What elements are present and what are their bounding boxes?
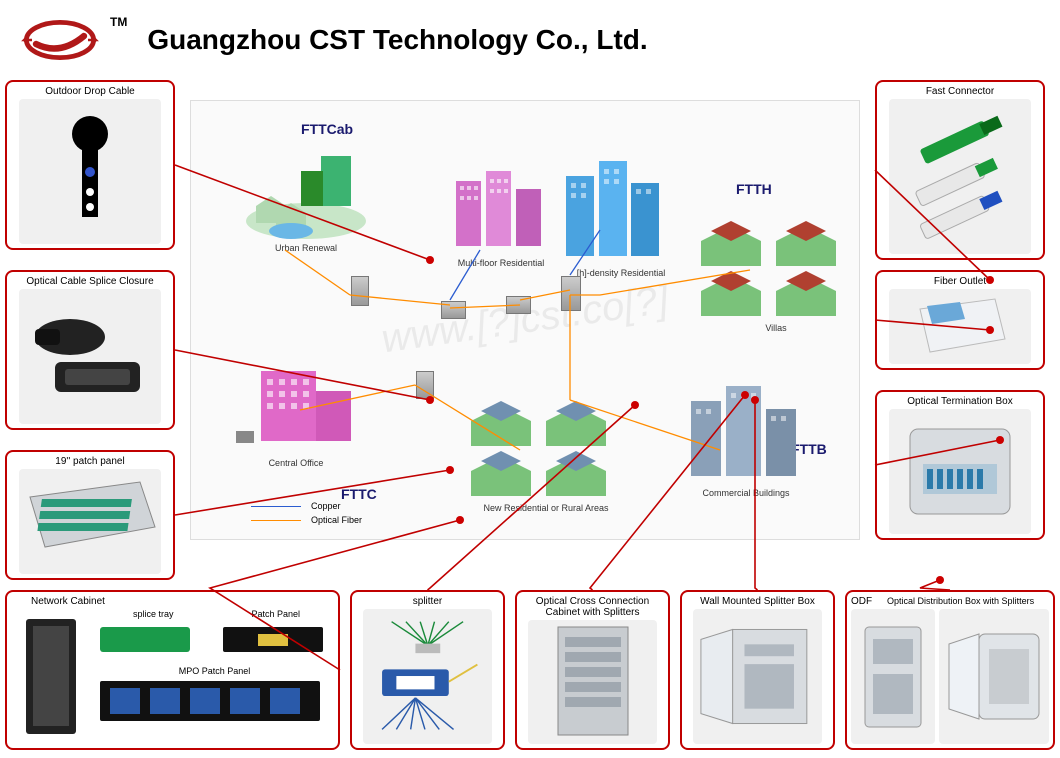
wall-splitter-icon <box>693 609 822 744</box>
legend-copper-label: Copper <box>311 501 341 511</box>
box-cross-cabinet-label: Optical Cross Connection Cabinet with Sp… <box>521 596 664 618</box>
header: TM Guangzhou CST Technology Co., Ltd. <box>0 0 1060 80</box>
bldg-urban: Urban Renewal <box>241 151 371 253</box>
box-network-cabinet: Network Cabinet splice tray Patch Panel … <box>5 590 340 750</box>
box-cross-cabinet: Optical Cross Connection Cabinet with Sp… <box>515 590 670 750</box>
street-cabinet <box>561 276 581 311</box>
trademark-label: TM <box>110 15 127 29</box>
network-cabinet-icon <box>21 614 81 739</box>
section-fttcab: FTTCab <box>301 121 353 137</box>
patch-panel-icon <box>218 619 335 659</box>
mpo-panel-icon <box>95 676 334 726</box>
splice-tray-icon <box>95 619 212 659</box>
legend-copper-line <box>251 506 301 507</box>
street-cabinet <box>351 276 369 306</box>
watermark: www.[?]cst.co[?] <box>379 278 671 363</box>
patch-panel-label: Patch Panel <box>218 609 335 619</box>
box-splice: Optical Cable Splice Closure <box>5 270 175 430</box>
cross-cabinet-icon <box>528 620 657 744</box>
box-splitter-label: splitter <box>413 596 442 607</box>
company-title: Guangzhou CST Technology Co., Ltd. <box>147 24 647 56</box>
bldg-multifloor-label: Multi-floor Residential <box>458 258 545 268</box>
drop-cable-icon <box>19 99 161 244</box>
box-termination-label: Optical Termination Box <box>907 396 1012 407</box>
bldg-central-label: Central Office <box>269 458 324 468</box>
box-splice-label: Optical Cable Splice Closure <box>26 276 153 287</box>
bldg-hdensity: [h]-density Residential <box>561 161 681 278</box>
splice-closure-icon <box>19 289 161 424</box>
street-cabinet <box>416 371 434 399</box>
box-fiber-outlet-label: Fiber Outlet <box>934 276 986 287</box>
box-network-cabinet-label: Network Cabinet <box>31 596 105 607</box>
box-wall-splitter-label: Wall Mounted Splitter Box <box>700 596 815 607</box>
legend-fiber-line <box>251 520 301 521</box>
section-fttc: FTTC <box>341 486 377 502</box>
box-termination: Optical Termination Box <box>875 390 1045 540</box>
termination-box-icon <box>889 409 1031 534</box>
fast-connector-icon <box>889 99 1031 254</box>
mpo-label: MPO Patch Panel <box>95 666 334 676</box>
bldg-newres: New Residential or Rural Areas <box>471 401 621 513</box>
bldg-villas-label: Villas <box>765 323 786 333</box>
box-fast-connector: Fast Connector <box>875 80 1045 260</box>
bldg-villas: Villas <box>701 221 851 333</box>
bldg-hdensity-label: [h]-density Residential <box>577 268 666 278</box>
box-odf-label-b: Optical Distribution Box with Splitters <box>872 596 1049 607</box>
bldg-commercial: Commercial Buildings <box>681 381 811 498</box>
network-diagram: www.[?]cst.co[?] FTTCab FTTH FTTC FTTB U… <box>190 100 860 540</box>
box-fiber-outlet: Fiber Outlet <box>875 270 1045 370</box>
box-splitter: splitter <box>350 590 505 750</box>
distribution-box-icon <box>939 609 1049 744</box>
box-fast-connector-label: Fast Connector <box>926 86 994 97</box>
bldg-newres-label: New Residential or Rural Areas <box>483 503 608 513</box>
bldg-urban-label: Urban Renewal <box>275 243 337 253</box>
patch-panel-19-icon <box>19 469 161 574</box>
fiber-outlet-icon <box>889 289 1031 364</box>
splitter-icon <box>363 609 492 744</box>
box-drop-cable-label: Outdoor Drop Cable <box>45 86 135 97</box>
company-logo <box>20 10 100 70</box>
legend: Copper Optical Fiber <box>251 501 362 529</box>
box-wall-splitter: Wall Mounted Splitter Box <box>680 590 835 750</box>
bldg-central: Central Office <box>231 361 361 468</box>
odf-icon <box>851 609 935 744</box>
box-odf: ODF Optical Distribution Box with Splitt… <box>845 590 1055 750</box>
box-patch19-label: 19'' patch panel <box>55 456 124 467</box>
box-drop-cable: Outdoor Drop Cable <box>5 80 175 250</box>
box-patch19: 19'' patch panel <box>5 450 175 580</box>
box-odf-label-a: ODF <box>851 596 872 607</box>
section-ftth: FTTH <box>736 181 772 197</box>
legend-fiber-label: Optical Fiber <box>311 515 362 525</box>
street-cabinet <box>506 296 531 314</box>
street-cabinet <box>441 301 466 319</box>
bldg-multifloor: Multi-floor Residential <box>451 171 551 268</box>
splice-tray-label: splice tray <box>95 609 212 619</box>
bldg-commercial-label: Commercial Buildings <box>702 488 789 498</box>
